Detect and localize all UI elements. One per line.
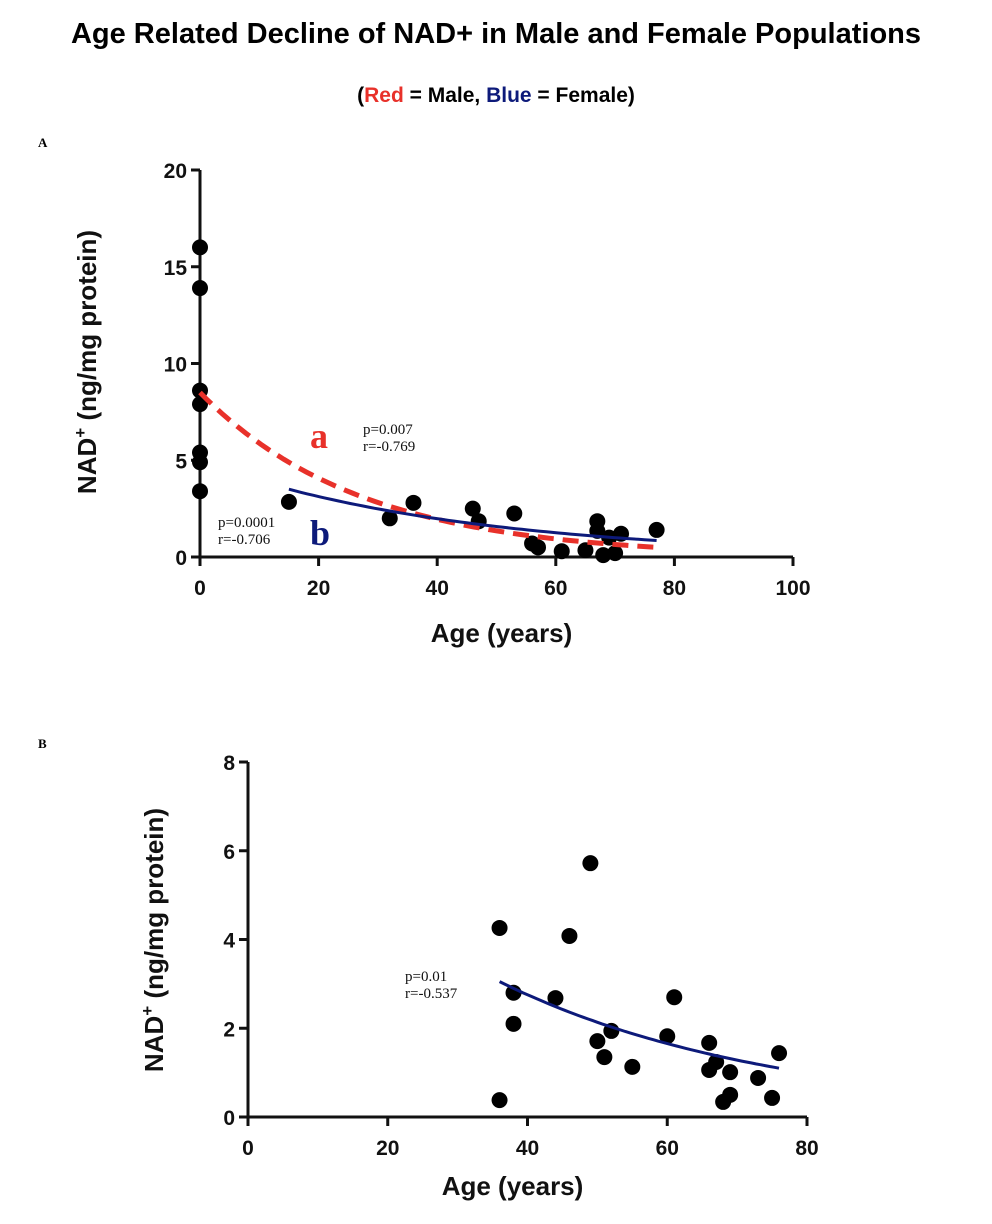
panel-b-data-point [491, 919, 508, 936]
panel-a-label: A [38, 135, 48, 150]
panel-b-y-tick-label: 6 [223, 841, 235, 864]
panel-a-data-point [192, 483, 208, 500]
panel-a-data-point [648, 521, 665, 538]
panel-b-data-point [505, 1015, 522, 1032]
panel-a-data-point [553, 543, 570, 560]
panel-b-data-point [596, 1049, 613, 1066]
figure-subtitle: (Red = Male, Blue = Female) [0, 84, 992, 108]
panel-b-data-point [561, 927, 578, 944]
panel-b-data-point [582, 855, 599, 872]
panel-a-fit-stat: p=0.0001 [218, 515, 275, 531]
panel-a-data-point [192, 396, 208, 413]
panel-b-x-tick-label: 40 [516, 1137, 539, 1160]
panel-b-fit-stat: r=-0.537 [405, 986, 458, 1002]
panel-a-y-tick-label: 10 [164, 354, 187, 377]
panel-a-x-tick-label: 20 [307, 577, 330, 600]
panel-a-fit-stat: r=-0.706 [218, 532, 271, 548]
panel-a-data-point [607, 545, 624, 562]
panel-b-data-point [722, 1064, 739, 1081]
panel-b-data-point [722, 1086, 739, 1103]
panel-b-data-point [701, 1034, 718, 1051]
subtitle-open: ( [357, 84, 365, 107]
panel-b-y-tick-label: 2 [223, 1018, 235, 1041]
subtitle-blue-word: Blue [486, 84, 532, 107]
panel-b-x-tick-label: 0 [242, 1137, 254, 1160]
panel-a-data-point [381, 510, 398, 527]
panel-a-data-point [192, 454, 208, 471]
panel-a-fit-stat: r=-0.769 [363, 439, 415, 455]
panel-a-x-tick-label: 80 [663, 577, 686, 600]
panel-b-fit-stat: p=0.01 [405, 969, 447, 985]
panel-b-x-axis-title: Age (years) [442, 1171, 584, 1201]
panel-b-data-point [666, 989, 683, 1006]
panel-a-y-tick-label: 5 [175, 450, 187, 473]
panel-a-data-point [464, 500, 481, 517]
panel-a-data-point [405, 494, 422, 511]
panel-a-y-tick-label: 15 [164, 257, 188, 280]
panel-a-y-tick-label: 0 [175, 547, 187, 570]
panel-b-x-tick-label: 20 [376, 1137, 399, 1160]
panel-a-x-tick-label: 40 [426, 577, 449, 600]
panel-b-data-point [771, 1045, 788, 1062]
panel-b-data-point [750, 1069, 767, 1086]
panel-a-data-point [506, 505, 523, 522]
panel-b-data-point [624, 1058, 641, 1075]
panel-a-y-axis-title: NAD+ (ng/mg protein) [71, 230, 102, 494]
panel-b-y-tick-label: 0 [223, 1107, 235, 1130]
panel-a-fit-label-a: a [310, 416, 328, 456]
panel-a-data-point [530, 539, 547, 556]
panel-a-data-point [595, 547, 612, 564]
panel-a-x-tick-label: 0 [194, 577, 206, 600]
panel-a-x-axis-title: Age (years) [431, 618, 573, 648]
panel-b-y-tick-label: 4 [223, 930, 235, 953]
panel-b-data-point [547, 990, 564, 1007]
panel-b-data-point [589, 1033, 606, 1050]
figure-title: Age Related Decline of NAD+ in Male and … [70, 18, 922, 50]
panel-a-fit-label-b: b [310, 513, 330, 553]
panel-a-y-tick-label: 20 [164, 160, 187, 183]
panel-b-data-point [659, 1028, 676, 1045]
panel-a-data-point [192, 239, 208, 256]
panel-a-x-tick-label: 100 [775, 577, 810, 600]
panel-b-x-tick-label: 80 [795, 1137, 818, 1160]
panel-a-x-tick-label: 60 [544, 577, 567, 600]
panel-b-y-axis-title: NAD+ (ng/mg protein) [138, 808, 169, 1072]
panel-b-fit-curve [498, 980, 780, 1070]
panel-a-data-point [280, 493, 297, 510]
panel-b-data-point [764, 1089, 781, 1106]
panel-a-fit-stat: p=0.007 [363, 422, 413, 438]
subtitle-red-word: Red [364, 84, 404, 107]
panel-b-x-tick-label: 60 [656, 1137, 679, 1160]
panel-a-fit-curve-b [288, 487, 657, 542]
panel-a-data-point [192, 280, 208, 297]
panel-b-data-point [491, 1092, 508, 1109]
subtitle-female-text: = Female) [531, 84, 635, 107]
panel-b-label: B [38, 736, 47, 751]
panel-a-data-point [577, 542, 594, 559]
panel-b-y-tick-label: 8 [223, 752, 235, 775]
subtitle-male-text: = Male, [403, 84, 487, 107]
